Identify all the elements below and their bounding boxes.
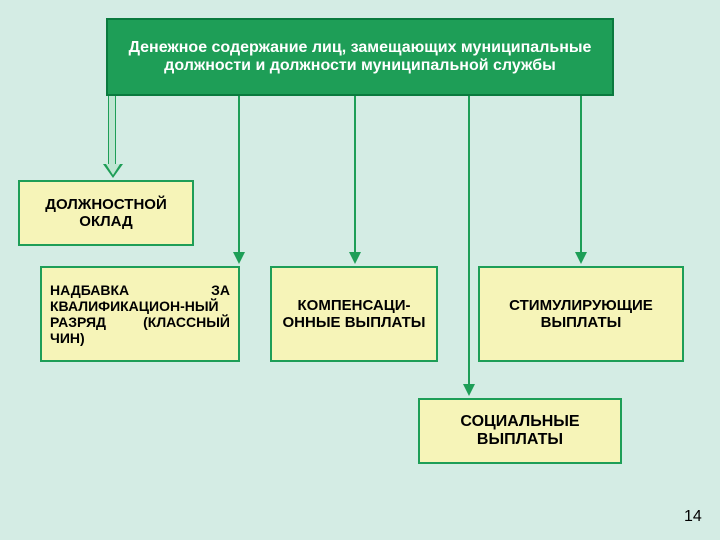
node-compensation-text: КОМПЕНСАЦИ-ОННЫЕ ВЫПЛАТЫ [280, 297, 428, 331]
node-compensation: КОМПЕНСАЦИ-ОННЫЕ ВЫПЛАТЫ [270, 266, 438, 362]
arrow-3 [468, 96, 470, 384]
page-number-text: 14 [684, 508, 702, 525]
node-allowance-text: НАДБАВКА ЗА КВАЛИФИКАЦИОН-НЫЙ РАЗРЯД (КЛ… [50, 282, 230, 346]
arrow-4 [580, 96, 582, 252]
page-number: 14 [684, 508, 702, 526]
node-social: СОЦИАЛЬНЫЕ ВЫПЛАТЫ [418, 398, 622, 464]
arrow-2 [354, 96, 356, 252]
node-incentive-text: СТИМУЛИРУЮЩИЕ ВЫПЛАТЫ [488, 297, 674, 331]
diagram-title: Денежное содержание лиц, замещающих муни… [106, 18, 614, 96]
node-incentive: СТИМУЛИРУЮЩИЕ ВЫПЛАТЫ [478, 266, 684, 362]
diagram-title-text: Денежное содержание лиц, замещающих муни… [120, 39, 600, 75]
node-allowance: НАДБАВКА ЗА КВАЛИФИКАЦИОН-НЫЙ РАЗРЯД (КЛ… [40, 266, 240, 362]
node-salary: ДОЛЖНОСТНОЙ ОКЛАД [18, 180, 194, 246]
arrow-1 [238, 96, 240, 252]
node-social-text: СОЦИАЛЬНЫЕ ВЫПЛАТЫ [428, 413, 612, 449]
node-salary-text: ДОЛЖНОСТНОЙ ОКЛАД [28, 196, 184, 230]
arrow-0 [108, 96, 116, 164]
